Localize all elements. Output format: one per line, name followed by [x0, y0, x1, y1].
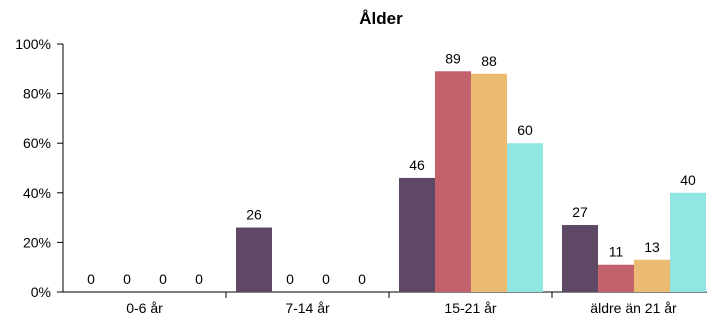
data-label: 11 — [609, 244, 624, 260]
data-label: 0 — [123, 271, 131, 287]
x-category-label: äldre än 21 år — [590, 300, 677, 316]
bar — [399, 177, 435, 292]
bar — [670, 192, 706, 292]
data-label: 27 — [572, 204, 588, 220]
bars — [236, 71, 706, 292]
data-label: 40 — [680, 172, 696, 188]
bar — [236, 227, 272, 292]
y-tick-label: 60% — [23, 135, 51, 151]
data-label: 0 — [358, 271, 366, 287]
data-label: 26 — [246, 207, 262, 223]
data-label: 0 — [286, 271, 294, 287]
data-label: 0 — [159, 271, 167, 287]
data-label: 89 — [445, 50, 461, 66]
x-category-label: 15-21 år — [444, 300, 496, 316]
bar — [634, 259, 670, 292]
bar — [562, 225, 598, 292]
chart-title: Ålder — [359, 9, 403, 28]
data-label: 46 — [409, 157, 425, 173]
y-tick-label: 0% — [31, 284, 51, 300]
y-tick-label: 40% — [23, 185, 51, 201]
y-tick-label: 100% — [15, 36, 51, 52]
x-category-label: 7-14 år — [285, 300, 330, 316]
labels: 0% 20% 40% 60% 80% 100% 0-6 år 7-14 år 15-21 år ä… — [15, 36, 696, 316]
bar — [471, 73, 507, 292]
data-label: 88 — [481, 53, 497, 69]
data-label: 60 — [517, 122, 533, 138]
data-label: 0 — [322, 271, 330, 287]
y-tick-label: 80% — [23, 86, 51, 102]
x-category-label: 0-6 år — [126, 300, 163, 316]
y-tick-label: 20% — [23, 234, 51, 250]
bar — [598, 264, 634, 292]
data-label: 13 — [644, 239, 660, 255]
bar — [435, 71, 471, 292]
data-label: 0 — [87, 271, 95, 287]
bar — [507, 143, 543, 292]
axes — [57, 43, 707, 298]
data-label: 0 — [195, 271, 203, 287]
